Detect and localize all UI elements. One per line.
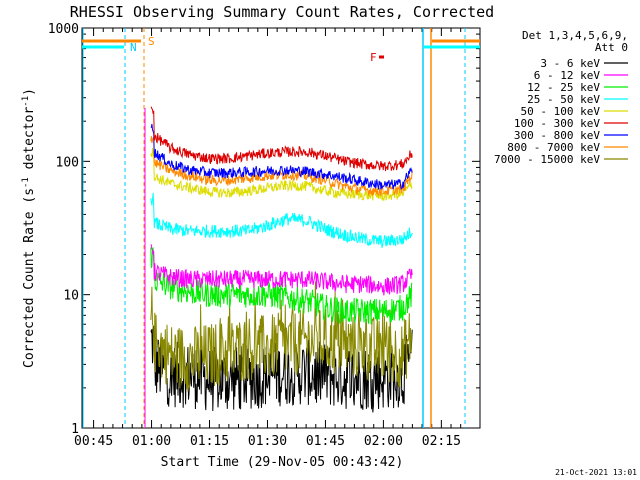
series-line-green (150, 246, 413, 325)
x-axis-ticks: 00:45 01:00 01:15 01:30 01:45 02:00 02:15 (74, 28, 462, 449)
series-line-orange (150, 136, 413, 197)
x-tick-label: 01:30 (248, 434, 287, 449)
date-stamp: 21-Oct-2021 13:01 (555, 468, 637, 477)
y-tick-label: 1000 (48, 22, 79, 37)
legend-label: 12 - 25 keV (527, 81, 600, 94)
legend-header-2: Att 0 (595, 41, 628, 54)
y-axis-label-exp2: -1 (21, 96, 31, 107)
flag-lines: SN F (82, 28, 480, 428)
chart-title: RHESSI Observing Summary Count Rates, Co… (70, 3, 494, 21)
series-line-blue (150, 123, 413, 190)
y-axis-label: Corrected Count Rate (s-1 detector-1) (21, 88, 37, 368)
y-axis-label-exp1: -1 (21, 177, 31, 188)
legend-label: 300 - 800 keV (514, 129, 600, 142)
legend-label: 800 - 7000 keV (507, 141, 600, 154)
y-axis-label-mid: detector (22, 107, 37, 178)
x-tick-label: 02:00 (364, 434, 403, 449)
x-tick-label: 01:00 (132, 434, 171, 449)
legend-label: 3 - 6 keV (540, 57, 600, 70)
series-line-olive (150, 281, 413, 392)
night-flag-label: N (130, 41, 137, 54)
legend-header-1: Det 1,3,4,5,6,9, (522, 29, 628, 42)
legend-label: 50 - 100 keV (521, 105, 601, 118)
series-line-red (150, 106, 413, 172)
x-tick-label: 02:15 (422, 434, 461, 449)
x-tick-label: 00:45 (74, 434, 113, 449)
y-tick-label: 1 (71, 422, 79, 437)
y-axis-label-main: Corrected Count Rate (s (22, 188, 37, 368)
data-series (150, 106, 413, 413)
legend-label: 100 - 300 keV (514, 117, 600, 130)
y-axis-ticks: 1 10 100 1000 (48, 22, 480, 437)
legend-label: 25 - 50 keV (527, 93, 600, 106)
legend-label: 6 - 12 keV (534, 69, 601, 82)
plot-frame (81, 27, 481, 429)
saa-flag-label: S (148, 35, 155, 48)
y-tick-label: 100 (56, 155, 79, 170)
y-tick-label: 10 (63, 289, 79, 304)
x-tick-label: 01:15 (190, 434, 229, 449)
x-tick-label: 01:45 (306, 434, 345, 449)
series-line-yellow (150, 147, 413, 202)
series-line-magenta (150, 244, 413, 296)
flare-flag-label: F (370, 51, 377, 64)
legend-label: 7000 - 15000 keV (494, 153, 600, 166)
series-line-black (150, 325, 413, 413)
x-axis-label: Start Time (29-Nov-05 00:43:42) (161, 455, 404, 470)
series-line-cyan (150, 192, 413, 248)
y-axis-label-end: ) (22, 88, 37, 96)
